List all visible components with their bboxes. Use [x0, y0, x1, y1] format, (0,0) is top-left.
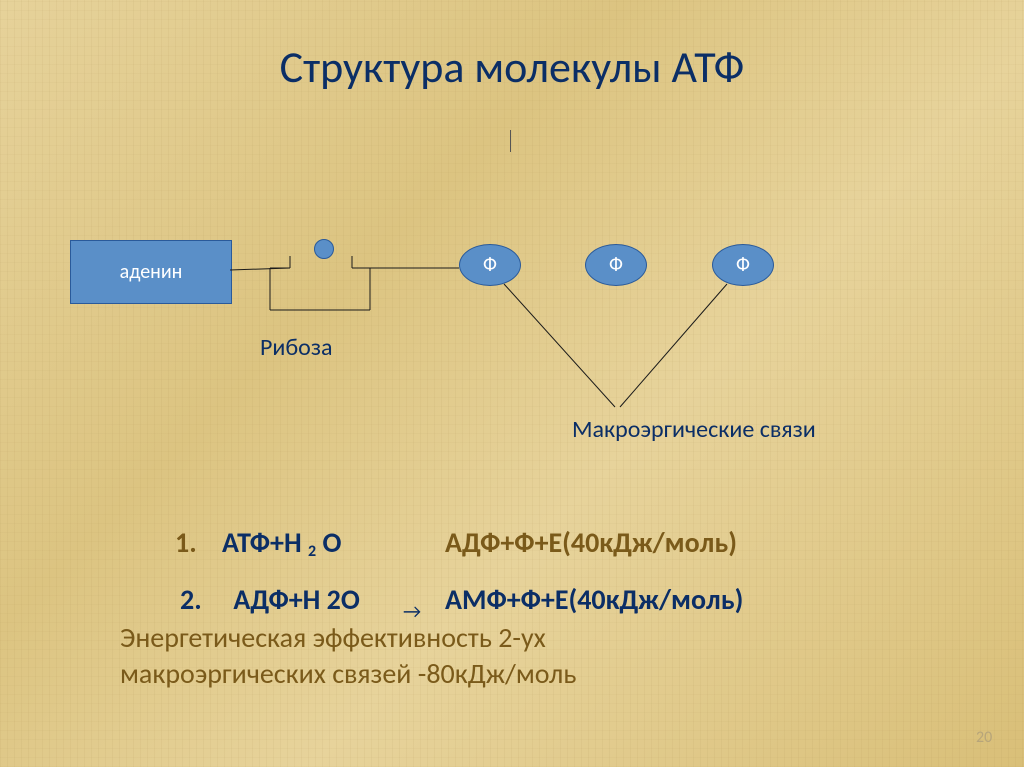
phosphate-1-label: Ф [483, 253, 497, 277]
eq2-num: 2. [180, 582, 202, 617]
equation-2-rhs: АМФ+Ф+Е(40кДж/моль) [445, 582, 743, 617]
phosphate-1: Ф [459, 244, 521, 286]
page-number: 20 [976, 728, 992, 747]
macroergic-label: Макроэргические связи [572, 415, 816, 444]
tick-mark [510, 130, 511, 152]
equation-1-rhs: АДФ+Ф+Е(40кДж/моль) [445, 525, 737, 560]
eq1-sub: 2 [308, 542, 316, 561]
slide-title: Структура молекулы АТФ [0, 40, 1024, 94]
equation-1: 1. АТФ+Н 2 О [175, 525, 341, 560]
phosphate-3-label: Ф [736, 253, 750, 277]
ribose-circle-icon [314, 239, 334, 259]
eq1-lhs-a: АТФ+Н [222, 525, 302, 560]
adenin-label: аденин [120, 260, 183, 284]
ribose-label: Рибоза [260, 333, 332, 362]
slide: Структура молекулы АТФ аденин Рибоза Ф Ф… [0, 0, 1024, 767]
phosphate-3: Ф [712, 244, 774, 286]
eq2-lhs: АДФ+Н 2О [233, 582, 359, 617]
adenin-box: аденин [70, 240, 232, 304]
summary-line1: Энергетическая эффективность 2-ух [120, 620, 546, 655]
eq1-num: 1. [175, 525, 197, 560]
equation-2: 2. АДФ+Н 2О [180, 582, 360, 617]
summary-line2: макроэргических связей -80кДж/моль [120, 656, 576, 691]
phosphate-2-label: Ф [609, 253, 623, 277]
eq1-lhs-b: О [322, 525, 341, 560]
phosphate-2: Ф [585, 244, 647, 286]
